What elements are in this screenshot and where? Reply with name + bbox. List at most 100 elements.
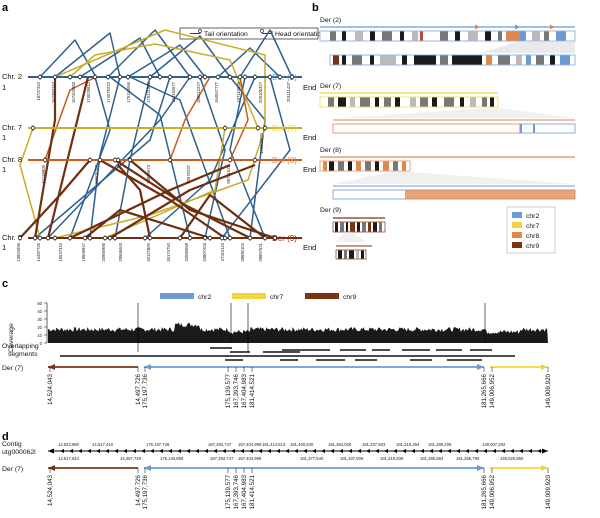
legend-chr9-b: chr9	[526, 243, 539, 250]
direction-arrow-icon	[515, 24, 520, 30]
chr7-row: Chr. 7 1 End Der (7)	[2, 123, 316, 142]
breakpoint-marker	[42, 157, 47, 163]
der7-ideogram: Der (7)	[319, 83, 576, 134]
der7-d-label: Der (7)	[2, 466, 23, 473]
contig-strand-arrow-icon	[204, 449, 208, 453]
panel-b-legend: chr2 chr7 chr8 chr9	[506, 206, 556, 254]
breakpoint-coordinate-label: 149,009,920	[545, 373, 552, 408]
coverage-axis-title: Coverage	[8, 323, 15, 353]
breakpoint-coordinate-label: 175,197,736	[142, 373, 149, 408]
contig-top-coordinate: 181,364,026	[328, 442, 352, 447]
breakpoint-position-label: 201111437	[286, 81, 291, 102]
breakpoint-position-label: 19508947	[81, 242, 86, 261]
contig-strand-arrow-icon	[330, 449, 334, 453]
breakpoint-marker	[243, 74, 248, 80]
breakpoint-position-label: 194047777	[214, 81, 219, 103]
breakpoint-marker	[113, 235, 118, 241]
breakpoint-coordinate-label: 181,414,521	[249, 373, 256, 408]
legend-chr9-c: chr9	[343, 294, 356, 301]
contig-strand-arrow-icon	[177, 449, 181, 453]
contig-strand-arrow-icon	[96, 449, 100, 453]
breakpoint-coordinate-label: 175,139,577	[225, 474, 232, 509]
breakpoint-position-label: 32690068	[184, 242, 189, 261]
contig-top-coordinate: 167,404,999	[238, 442, 262, 447]
breakpoint-position-label: 90570237	[186, 164, 191, 183]
panel-d-label: d	[2, 431, 9, 443]
chr9-start: 1	[2, 243, 6, 252]
breakpoint-coordinate-label: 14,497,726	[135, 474, 142, 506]
breakpoint-marker	[126, 74, 131, 80]
breakpoint-marker	[37, 74, 42, 80]
breakpoint-marker	[98, 157, 103, 163]
contig-strand-arrow-icon	[429, 449, 433, 453]
breakpoint-marker	[30, 125, 35, 131]
breakpoint-position-label: 200106327	[258, 81, 263, 103]
breakpoint-marker	[253, 74, 258, 80]
breakpoint-coordinate-label: 149,006,952	[489, 373, 496, 408]
breakpoint-coordinate-label: 167,393,746	[233, 373, 240, 408]
contig-label-1: Contig	[2, 441, 22, 448]
overlap-label-1: Overlapping	[2, 343, 39, 350]
contig-strand-arrow-icon	[339, 449, 343, 453]
contig-bottom-coordinate: 14,497,728	[120, 456, 142, 461]
breakpoint-marker	[223, 125, 228, 131]
breakpoint-marker	[52, 235, 57, 241]
direction-arrow-icon	[550, 24, 555, 30]
breakpoint-position-label: 18737310	[36, 81, 41, 100]
breakpoint-marker	[253, 157, 258, 163]
contig-strand-arrow-icon	[384, 449, 388, 453]
breakpoint-marker	[272, 235, 277, 241]
contig-strand-arrow-icon	[186, 449, 190, 453]
breakpoint-marker	[68, 74, 73, 80]
chr7-end: End	[303, 133, 316, 142]
der7-track-c: Der (7) 14,524,043 14,497,726 175,197,736 1…	[2, 364, 552, 408]
contig-label-2: utg000062l	[2, 449, 36, 456]
breakpoint-position-label: 30174750	[166, 242, 171, 261]
breakpoint-marker	[83, 235, 88, 241]
contig-strand-arrow-icon	[87, 449, 91, 453]
contig-bottom-coordinate: 181,295,584	[420, 456, 444, 461]
breakpoint-position-label: 167393747	[51, 81, 56, 103]
breakpoint-position-label: 167404983	[71, 81, 76, 103]
panel-a-label: a	[2, 2, 9, 14]
breakpoint-coordinate-label: 149,006,952	[489, 474, 496, 509]
contig-strand-arrow-icon	[366, 449, 370, 453]
breakpoint-position-label: 13924056	[16, 242, 21, 261]
contig-strand-arrow-icon	[294, 449, 298, 453]
breakpoint-marker	[148, 74, 153, 80]
breakpoint-marker	[78, 74, 83, 80]
contig-top-coordinate: 14,517,410	[92, 442, 114, 447]
breakpoint-marker	[203, 74, 208, 80]
breakpoint-coordinate-label: 14,524,043	[47, 373, 54, 405]
breakpoint-position-label: 149009920	[259, 132, 264, 154]
coverage-tick-label: 40	[37, 309, 42, 314]
contig-strand-arrow-icon	[528, 449, 532, 453]
chr7-label: Chr. 7	[2, 123, 22, 132]
chr2-label: Chr. 2	[2, 72, 22, 81]
contig-strand-arrow-icon	[447, 449, 451, 453]
contig-bottom-coordinate: 149,020,965	[500, 456, 524, 461]
breakpoint-marker	[52, 74, 57, 80]
contig-strand-arrow-icon	[168, 449, 172, 453]
breakpoint-marker	[188, 235, 193, 241]
der7-label: Der (7)	[272, 124, 297, 133]
coverage-tick-label: 50	[37, 301, 42, 306]
contig-strand-arrow-icon	[537, 449, 541, 453]
contig-top-coordinate: 181,400,630	[290, 442, 314, 447]
breakpoint-marker	[262, 235, 267, 241]
contig-strand-arrow-icon	[141, 449, 145, 453]
breakpoint-marker	[45, 235, 50, 241]
breakpoint-marker	[238, 74, 243, 80]
chr9-label: Chr. 9	[2, 233, 22, 242]
contig-top-coordinate: 149,007,262	[482, 442, 506, 447]
contig-top-coordinate: 181,318,294	[396, 442, 420, 447]
contig-bottom-coordinate: 167,393,747	[210, 456, 234, 461]
breakpoint-marker	[203, 235, 208, 241]
coverage-tick-label: 20	[37, 325, 42, 330]
contig-bottom-coordinate: 167,404,999	[238, 456, 262, 461]
breakpoint-coordinate-label: 167,393,746	[233, 474, 240, 509]
contig-top-coordinate: 181,289,206	[428, 442, 452, 447]
breakpoint-marker	[88, 157, 93, 163]
chr8-start: 1	[2, 165, 6, 174]
breakpoint-position-label: 175116066	[126, 81, 131, 102]
